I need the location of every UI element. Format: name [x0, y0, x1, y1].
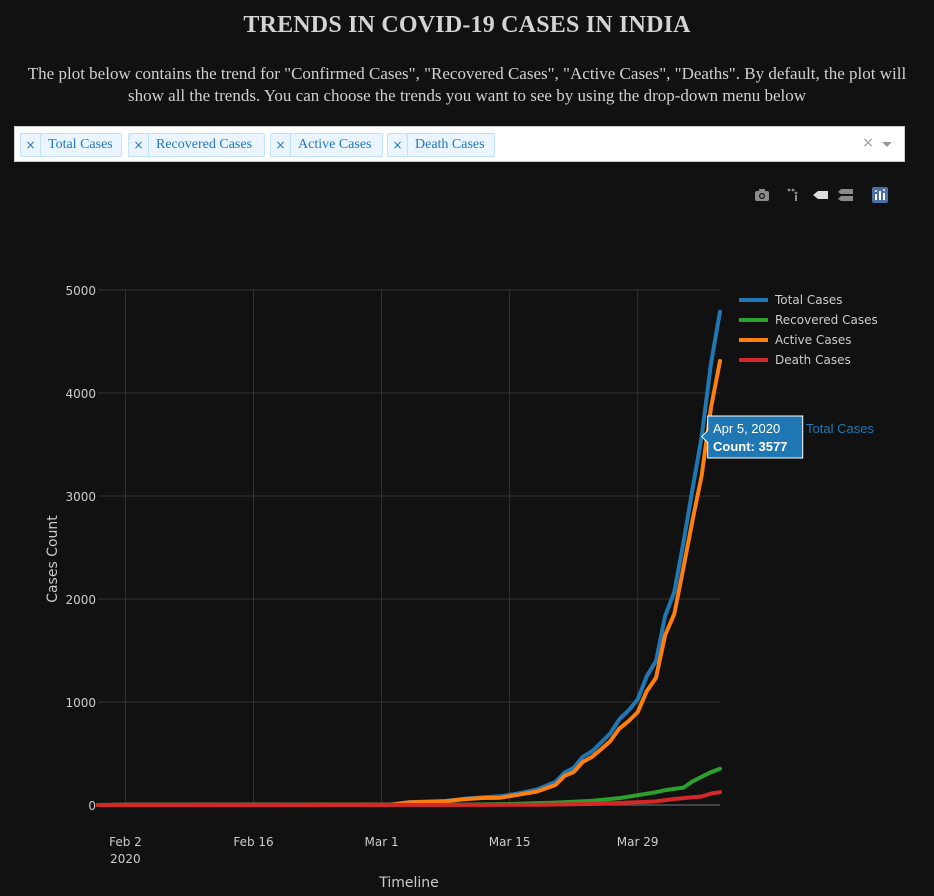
clear-all-icon[interactable]: × — [862, 135, 874, 151]
chip-label: Active Cases — [298, 137, 372, 152]
chip-label: Recovered Cases — [156, 137, 253, 152]
remove-chip-icon[interactable]: × — [388, 134, 408, 156]
chip-label: Death Cases — [415, 137, 485, 152]
y-tick-label: 2000 — [65, 593, 96, 607]
x-tick-label: Feb 2 — [109, 835, 142, 849]
zoom-icon[interactable] — [782, 186, 802, 204]
series-line-active-cases — [96, 359, 722, 807]
y-tick-label: 0 — [88, 799, 96, 813]
hover-tooltip: Apr 5, 2020 Count: 3577 Total Cases — [700, 415, 874, 459]
x-axis-title: Timeline — [378, 875, 439, 891]
hover-tooltip-box — [700, 415, 804, 459]
remove-chip-icon[interactable]: × — [21, 134, 41, 156]
y-tick-label: 3000 — [65, 490, 96, 504]
chip-total-cases: × Total Cases — [20, 133, 122, 157]
legend-item-label: Active Cases — [775, 333, 852, 347]
x-axis: Feb 2 2020 Feb 16 Mar 1 Mar 15 Mar 29 — [109, 835, 658, 866]
chart-lines — [96, 309, 722, 807]
series-line-recovered-cases — [96, 766, 722, 807]
chip-active-cases: × Active Cases — [270, 133, 383, 157]
y-axis-title: Cases Count — [45, 515, 61, 603]
series-line-death-cases — [96, 790, 722, 807]
hover-closest-icon[interactable] — [810, 186, 830, 204]
chip-death-cases: × Death Cases — [387, 133, 495, 157]
plot-modebar — [752, 186, 892, 204]
chip-recovered-cases: × Recovered Cases — [128, 133, 265, 157]
remove-chip-icon[interactable]: × — [129, 134, 149, 156]
page-title: TRENDS IN COVID-19 CASES IN INDIA — [243, 12, 691, 38]
hover-count: Count: 3577 — [713, 439, 787, 454]
legend: Total Cases Recovered Cases Active Cases De… — [739, 293, 878, 367]
hover-date: Apr 5, 2020 — [713, 421, 780, 436]
y-tick-label: 4000 — [65, 387, 96, 401]
legend-item-label: Death Cases — [775, 353, 851, 367]
x-tick-label: Mar 1 — [365, 835, 399, 849]
page-description: The plot below contains the trend for "C… — [27, 64, 907, 105]
x-tick-year-label: 2020 — [110, 852, 141, 866]
legend-item-label: Recovered Cases — [775, 313, 878, 327]
legend-item-label: Total Cases — [774, 293, 842, 307]
dropdown-arrow-icon[interactable] — [882, 142, 892, 147]
hover-compare-icon[interactable] — [836, 186, 856, 204]
remove-chip-icon[interactable]: × — [271, 134, 291, 156]
hover-series-name: Total Cases — [806, 421, 874, 436]
series-line-total-cases — [96, 309, 722, 807]
x-tick-label: Feb 16 — [233, 835, 273, 849]
y-tick-label: 5000 — [65, 284, 96, 298]
x-tick-label: Mar 15 — [489, 835, 531, 849]
y-axis: 0 1000 2000 3000 4000 5000 — [65, 284, 96, 813]
chart-grid — [98, 289, 720, 806]
plotly-logo-icon[interactable] — [870, 186, 890, 204]
trend-multiselect-dropdown[interactable]: × Total Cases × Recovered Cases × Active… — [14, 126, 905, 162]
x-tick-label: Mar 29 — [617, 835, 659, 849]
chip-label: Total Cases — [48, 137, 113, 152]
camera-icon[interactable] — [752, 186, 772, 204]
y-tick-label: 1000 — [65, 696, 96, 710]
